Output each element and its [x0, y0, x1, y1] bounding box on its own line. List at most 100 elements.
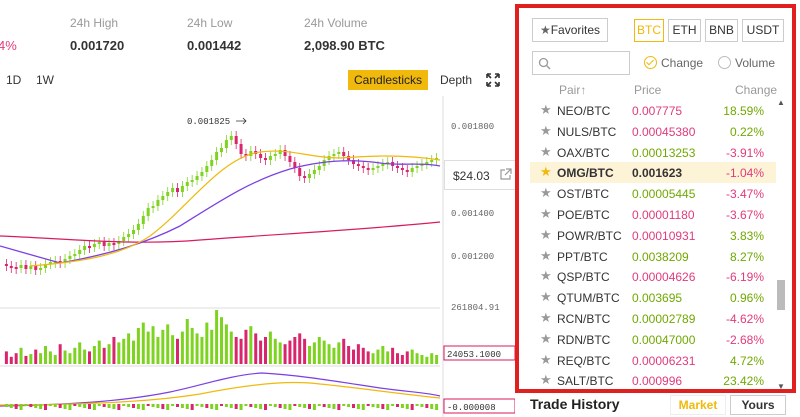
candle-body	[180, 186, 184, 192]
macd-bar	[415, 404, 419, 406]
candle-body	[88, 246, 91, 248]
favorite-star-icon[interactable]: ★	[540, 185, 552, 201]
favorite-star-icon[interactable]: ★	[540, 351, 552, 367]
pair-row[interactable]: ★ SALT/BTC 0.000996 23.42%	[530, 370, 776, 390]
favorites-button[interactable]: ★Favorites	[532, 18, 608, 42]
macd-bar	[141, 404, 145, 410]
volume-bar	[190, 328, 194, 364]
tab-eth[interactable]: ETH	[668, 19, 701, 42]
volume-bar	[24, 355, 28, 364]
volume-bar	[102, 347, 106, 364]
candle-body	[224, 140, 228, 148]
pair-price: 0.00047000	[632, 332, 696, 347]
pair-price: 0.0038209	[632, 249, 689, 264]
search-input[interactable]	[532, 51, 630, 75]
timeframe-1d-button[interactable]: 1D	[6, 73, 22, 87]
volume-bar	[391, 347, 395, 364]
macd-bar	[327, 404, 331, 408]
candle-body	[63, 259, 67, 263]
pairs-scrollbar[interactable]: ▲ ▼	[776, 98, 786, 392]
favorite-star-icon[interactable]: ★	[540, 372, 552, 388]
pair-change: -3.47%	[725, 187, 764, 202]
favorite-star-icon[interactable]: ★	[540, 289, 552, 305]
scroll-up-icon[interactable]: ▲	[777, 98, 785, 107]
pair-row[interactable]: ★ OAX/BTC 0.00013253 -3.91%	[530, 142, 776, 163]
volume-bar	[220, 317, 223, 364]
macd-bar	[136, 404, 140, 409]
candle-body	[268, 156, 272, 160]
pair-row[interactable]: ★ PPT/BTC 0.0038209 8.27%	[530, 246, 776, 267]
macd-bar	[176, 404, 179, 407]
volume-bar	[14, 353, 18, 364]
pair-change: 8.27%	[729, 249, 764, 264]
favorite-star-icon[interactable]: ★	[540, 122, 552, 138]
candlesticks-button[interactable]: Candlesticks	[348, 70, 429, 90]
volume-bar	[180, 331, 184, 364]
column-header-change[interactable]: Change	[735, 83, 778, 97]
tab-bnb[interactable]: BNB	[705, 19, 738, 42]
favorite-star-icon[interactable]: ★	[540, 247, 552, 263]
depth-button[interactable]: Depth	[440, 73, 473, 87]
current-price-value: $24.03	[453, 169, 490, 183]
volume-bar	[283, 344, 287, 364]
tab-market[interactable]: Market	[670, 395, 726, 415]
macd-bar	[381, 404, 385, 409]
pair-price: 0.00013253	[632, 145, 696, 160]
pair-row[interactable]: ★ OMG/BTC 0.001623 -1.04%	[530, 162, 776, 184]
external-link-icon[interactable]	[499, 168, 512, 181]
favorite-star-icon[interactable]: ★	[540, 226, 552, 242]
favorite-star-icon[interactable]: ★	[540, 330, 552, 346]
favorite-star-icon[interactable]: ★	[540, 268, 552, 284]
pair-row[interactable]: ★ POWR/BTC 0.00010931 3.83%	[530, 225, 776, 246]
pair-row[interactable]: ★ POE/BTC 0.00001180 -3.67%	[530, 204, 776, 225]
macd-bar	[97, 404, 101, 406]
pair-row[interactable]: ★ NEO/BTC 0.007775 18.59%	[530, 100, 776, 121]
candle-body	[176, 188, 179, 192]
tab-btc[interactable]: BTC	[634, 19, 664, 42]
pair-row[interactable]: ★ OST/BTC 0.00005445 -3.47%	[530, 183, 776, 204]
trade-history-title: Trade History	[530, 396, 620, 412]
pair-row[interactable]: ★ RCN/BTC 0.00002789 -4.62%	[530, 308, 776, 329]
volume-bar	[9, 356, 13, 364]
pair-row[interactable]: ★ REQ/BTC 0.00006231 4.72%	[530, 350, 776, 371]
pair-row[interactable]: ★ NULS/BTC 0.00045380 0.22%	[530, 121, 776, 142]
candle-body	[102, 242, 106, 246]
volume-bar	[337, 342, 341, 364]
timeframe-1w-button[interactable]: 1W	[36, 73, 54, 87]
current-price-tag[interactable]: $24.03	[444, 160, 518, 190]
scroll-thumb[interactable]	[777, 280, 785, 310]
scroll-down-icon[interactable]: ▼	[777, 382, 785, 391]
favorite-star-icon[interactable]: ★	[540, 206, 552, 221]
pair-change: 4.72%	[729, 353, 764, 368]
favorite-star-icon[interactable]: ★	[540, 102, 552, 117]
search-field[interactable]	[533, 52, 629, 74]
pair-row[interactable]: ★ QSP/BTC 0.00004626 -6.19%	[530, 266, 776, 287]
favorite-star-icon[interactable]: ★	[540, 164, 552, 180]
macd-bar	[132, 404, 135, 408]
pair-row[interactable]: ★ QTUM/BTC 0.003695 0.96%	[530, 287, 776, 308]
volume-bar	[342, 338, 346, 364]
column-header-pair[interactable]: Pair↑	[559, 83, 586, 97]
pair-row[interactable]: ★ RDN/BTC 0.00047000 -2.68%	[530, 329, 776, 350]
tab-usdt[interactable]: USDT	[742, 19, 784, 42]
volume-bar	[303, 338, 307, 364]
favorite-star-icon[interactable]: ★	[540, 310, 552, 325]
sort-by-change-radio[interactable]: Change	[644, 55, 710, 71]
pair-name: OAX/BTC	[557, 145, 610, 160]
sort-by-volume-radio[interactable]: Volume	[718, 55, 780, 71]
candle-body	[410, 168, 414, 172]
tab-yours[interactable]: Yours	[730, 395, 786, 415]
candle-body	[48, 262, 52, 264]
macd-bar	[215, 404, 219, 410]
macd-bar	[425, 404, 429, 408]
candle-body	[9, 266, 13, 268]
candle-body	[342, 152, 346, 156]
favorite-star-icon[interactable]: ★	[540, 143, 552, 159]
macd-bar	[78, 404, 82, 407]
candle-body	[4, 264, 8, 266]
volume-bar	[141, 322, 145, 364]
column-header-price[interactable]: Price	[634, 83, 662, 97]
candlestick-chart[interactable]: 0.001825 0.001800 0.001400 0.001200 2618…	[0, 96, 515, 417]
macd-bar	[29, 404, 33, 407]
fullscreen-icon[interactable]	[484, 71, 502, 89]
